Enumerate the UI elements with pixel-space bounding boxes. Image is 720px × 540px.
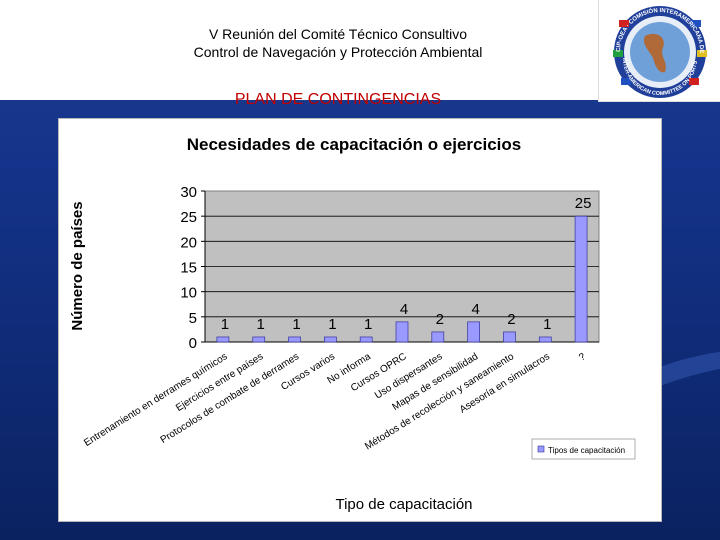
bar [503, 331, 516, 343]
y-axis-label: Número de países [69, 201, 86, 330]
legend-box [531, 438, 636, 460]
meeting-subtitle: Control de Navegación y Protección Ambie… [193, 44, 483, 60]
organization-logo: CIP-OEA · COMISIÓN INTERAMERICANA DE PUE… [598, 0, 720, 102]
data-label: 2 [436, 311, 444, 328]
x-tick-label: Entrenamiento en derrames químicos [82, 351, 229, 449]
bar [467, 321, 480, 343]
meeting-title: V Reunión del Comité Técnico Consultivo [208, 26, 468, 42]
bar [538, 336, 552, 343]
data-label: 4 [400, 301, 408, 318]
data-label: 2 [507, 311, 515, 328]
section-title: PLAN DE CONTINGENCIAS [234, 91, 442, 108]
y-tick-label: 25 [180, 209, 197, 226]
chart-panel: Necesidades de capacitación o ejercicios… [58, 118, 662, 522]
chart-title: Necesidades de capacitación o ejercicios [187, 135, 522, 154]
bar [395, 321, 409, 343]
y-tick-label: 20 [180, 234, 197, 251]
data-label: 1 [292, 316, 300, 333]
data-label: 1 [364, 316, 372, 333]
bar-chart: Necesidades de capacitación o ejercicios… [69, 135, 636, 513]
x-tick-label: ? [577, 351, 588, 364]
data-label: 1 [257, 316, 265, 333]
bar [324, 336, 337, 343]
bar [574, 215, 588, 343]
data-label: 1 [221, 316, 229, 333]
data-label: 4 [471, 301, 479, 318]
y-tick-label: 15 [180, 260, 197, 277]
bar [252, 336, 266, 343]
data-label: 1 [328, 316, 336, 333]
legend-swatch [537, 445, 545, 453]
bar [288, 336, 301, 343]
x-axis-label: Tipo de capacitación [335, 496, 472, 513]
y-tick-label: 0 [189, 335, 197, 352]
y-tick-label: 5 [189, 310, 197, 327]
chart-legend: Tipos de capacitación [531, 438, 636, 460]
bar [216, 336, 230, 343]
data-label: 25 [575, 195, 592, 212]
data-label: 1 [543, 316, 551, 333]
bar [359, 336, 373, 343]
y-tick-label: 10 [180, 285, 197, 302]
y-tick-label: 30 [180, 184, 197, 201]
legend-label: Tipos de capacitación [548, 446, 625, 455]
x-tick-label: Protocolos de combate de derrames [159, 351, 302, 446]
logo-emblem: CIP-OEA · COMISIÓN INTERAMERICANA DE PUE… [599, 0, 707, 98]
bar [431, 331, 445, 343]
